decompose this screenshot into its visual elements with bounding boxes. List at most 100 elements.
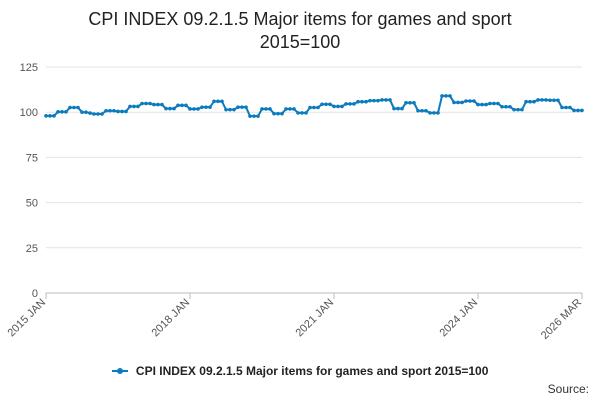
data-point <box>360 99 364 104</box>
data-point <box>576 108 580 113</box>
data-point <box>120 109 124 114</box>
data-point <box>368 98 372 103</box>
y-tick-label: 100 <box>20 107 38 119</box>
data-point <box>460 100 464 105</box>
x-tick-label: 2018 JAN <box>149 297 192 340</box>
data-point <box>376 98 380 103</box>
data-point <box>336 104 340 109</box>
data-point <box>348 102 352 106</box>
data-point <box>172 106 176 111</box>
data-point <box>436 111 440 115</box>
data-point <box>68 105 72 110</box>
data-point <box>296 111 300 115</box>
data-point <box>536 98 540 102</box>
data-point <box>180 103 184 108</box>
data-point <box>100 112 104 116</box>
data-point <box>480 102 484 107</box>
data-point <box>88 111 92 115</box>
data-point <box>228 107 232 112</box>
data-point <box>72 105 76 110</box>
data-point <box>56 110 60 114</box>
chart-subtitle: 2015=100 <box>259 32 341 52</box>
data-point <box>232 107 236 112</box>
data-point <box>440 94 444 98</box>
y-tick-label: 25 <box>26 243 38 255</box>
chart-title: CPI INDEX 09.2.1.5 Major items for games… <box>0 8 600 54</box>
data-point <box>324 102 328 107</box>
data-point <box>192 107 196 111</box>
data-point <box>164 106 168 111</box>
data-point <box>276 111 280 116</box>
data-point <box>548 98 552 103</box>
y-tick-label: 50 <box>26 198 38 210</box>
data-point <box>124 109 128 114</box>
data-point <box>280 111 284 116</box>
data-point <box>152 102 156 107</box>
data-point <box>204 105 208 109</box>
legend[interactable]: CPI INDEX 09.2.1.5 Major items for games… <box>0 364 600 378</box>
data-point <box>240 105 244 109</box>
data-point <box>568 105 572 110</box>
data-point <box>184 103 188 108</box>
data-point <box>116 109 120 114</box>
data-point <box>312 105 316 110</box>
data-point <box>160 102 164 107</box>
data-point <box>452 100 456 105</box>
data-point <box>260 107 264 111</box>
data-point <box>288 107 292 111</box>
x-tick-label: 2026 MAR <box>539 297 584 342</box>
data-point <box>352 102 356 106</box>
data-point <box>188 107 192 111</box>
data-point <box>340 104 344 109</box>
data-point <box>472 99 476 103</box>
data-point <box>388 98 392 102</box>
data-point <box>48 114 52 118</box>
data-point <box>528 99 532 104</box>
data-point <box>92 112 96 116</box>
data-point <box>572 108 576 113</box>
data-point <box>96 112 100 116</box>
data-point <box>456 100 460 105</box>
data-point <box>236 105 240 109</box>
data-point <box>136 104 140 109</box>
data-point <box>316 105 320 110</box>
data-point <box>144 101 148 106</box>
data-point <box>112 108 116 113</box>
data-point <box>216 99 220 104</box>
y-tick-label: 75 <box>26 152 38 164</box>
data-point <box>60 110 64 114</box>
data-point <box>532 99 536 104</box>
data-point <box>384 98 388 102</box>
data-point <box>64 110 68 114</box>
data-point <box>168 106 172 111</box>
data-point <box>560 105 564 110</box>
data-point <box>128 104 132 109</box>
data-point <box>300 111 304 115</box>
data-point <box>256 114 260 118</box>
data-point <box>428 111 432 115</box>
data-point <box>304 111 308 115</box>
data-point <box>404 101 408 105</box>
data-point <box>500 104 504 109</box>
data-point <box>104 108 108 113</box>
data-point <box>512 107 516 112</box>
data-point <box>220 99 224 104</box>
data-point <box>468 99 472 103</box>
data-point <box>264 107 268 111</box>
data-point <box>224 107 228 112</box>
data-point <box>108 108 112 113</box>
data-point <box>196 107 200 111</box>
data-point <box>412 101 416 105</box>
data-point <box>504 104 508 109</box>
data-point <box>552 98 556 103</box>
data-point <box>516 107 520 112</box>
data-point <box>252 114 256 118</box>
data-point <box>540 98 544 102</box>
data-point <box>308 105 312 110</box>
data-point <box>76 105 80 110</box>
data-point <box>448 94 452 98</box>
data-point <box>272 111 276 116</box>
data-point <box>84 110 88 114</box>
data-point <box>492 101 496 106</box>
